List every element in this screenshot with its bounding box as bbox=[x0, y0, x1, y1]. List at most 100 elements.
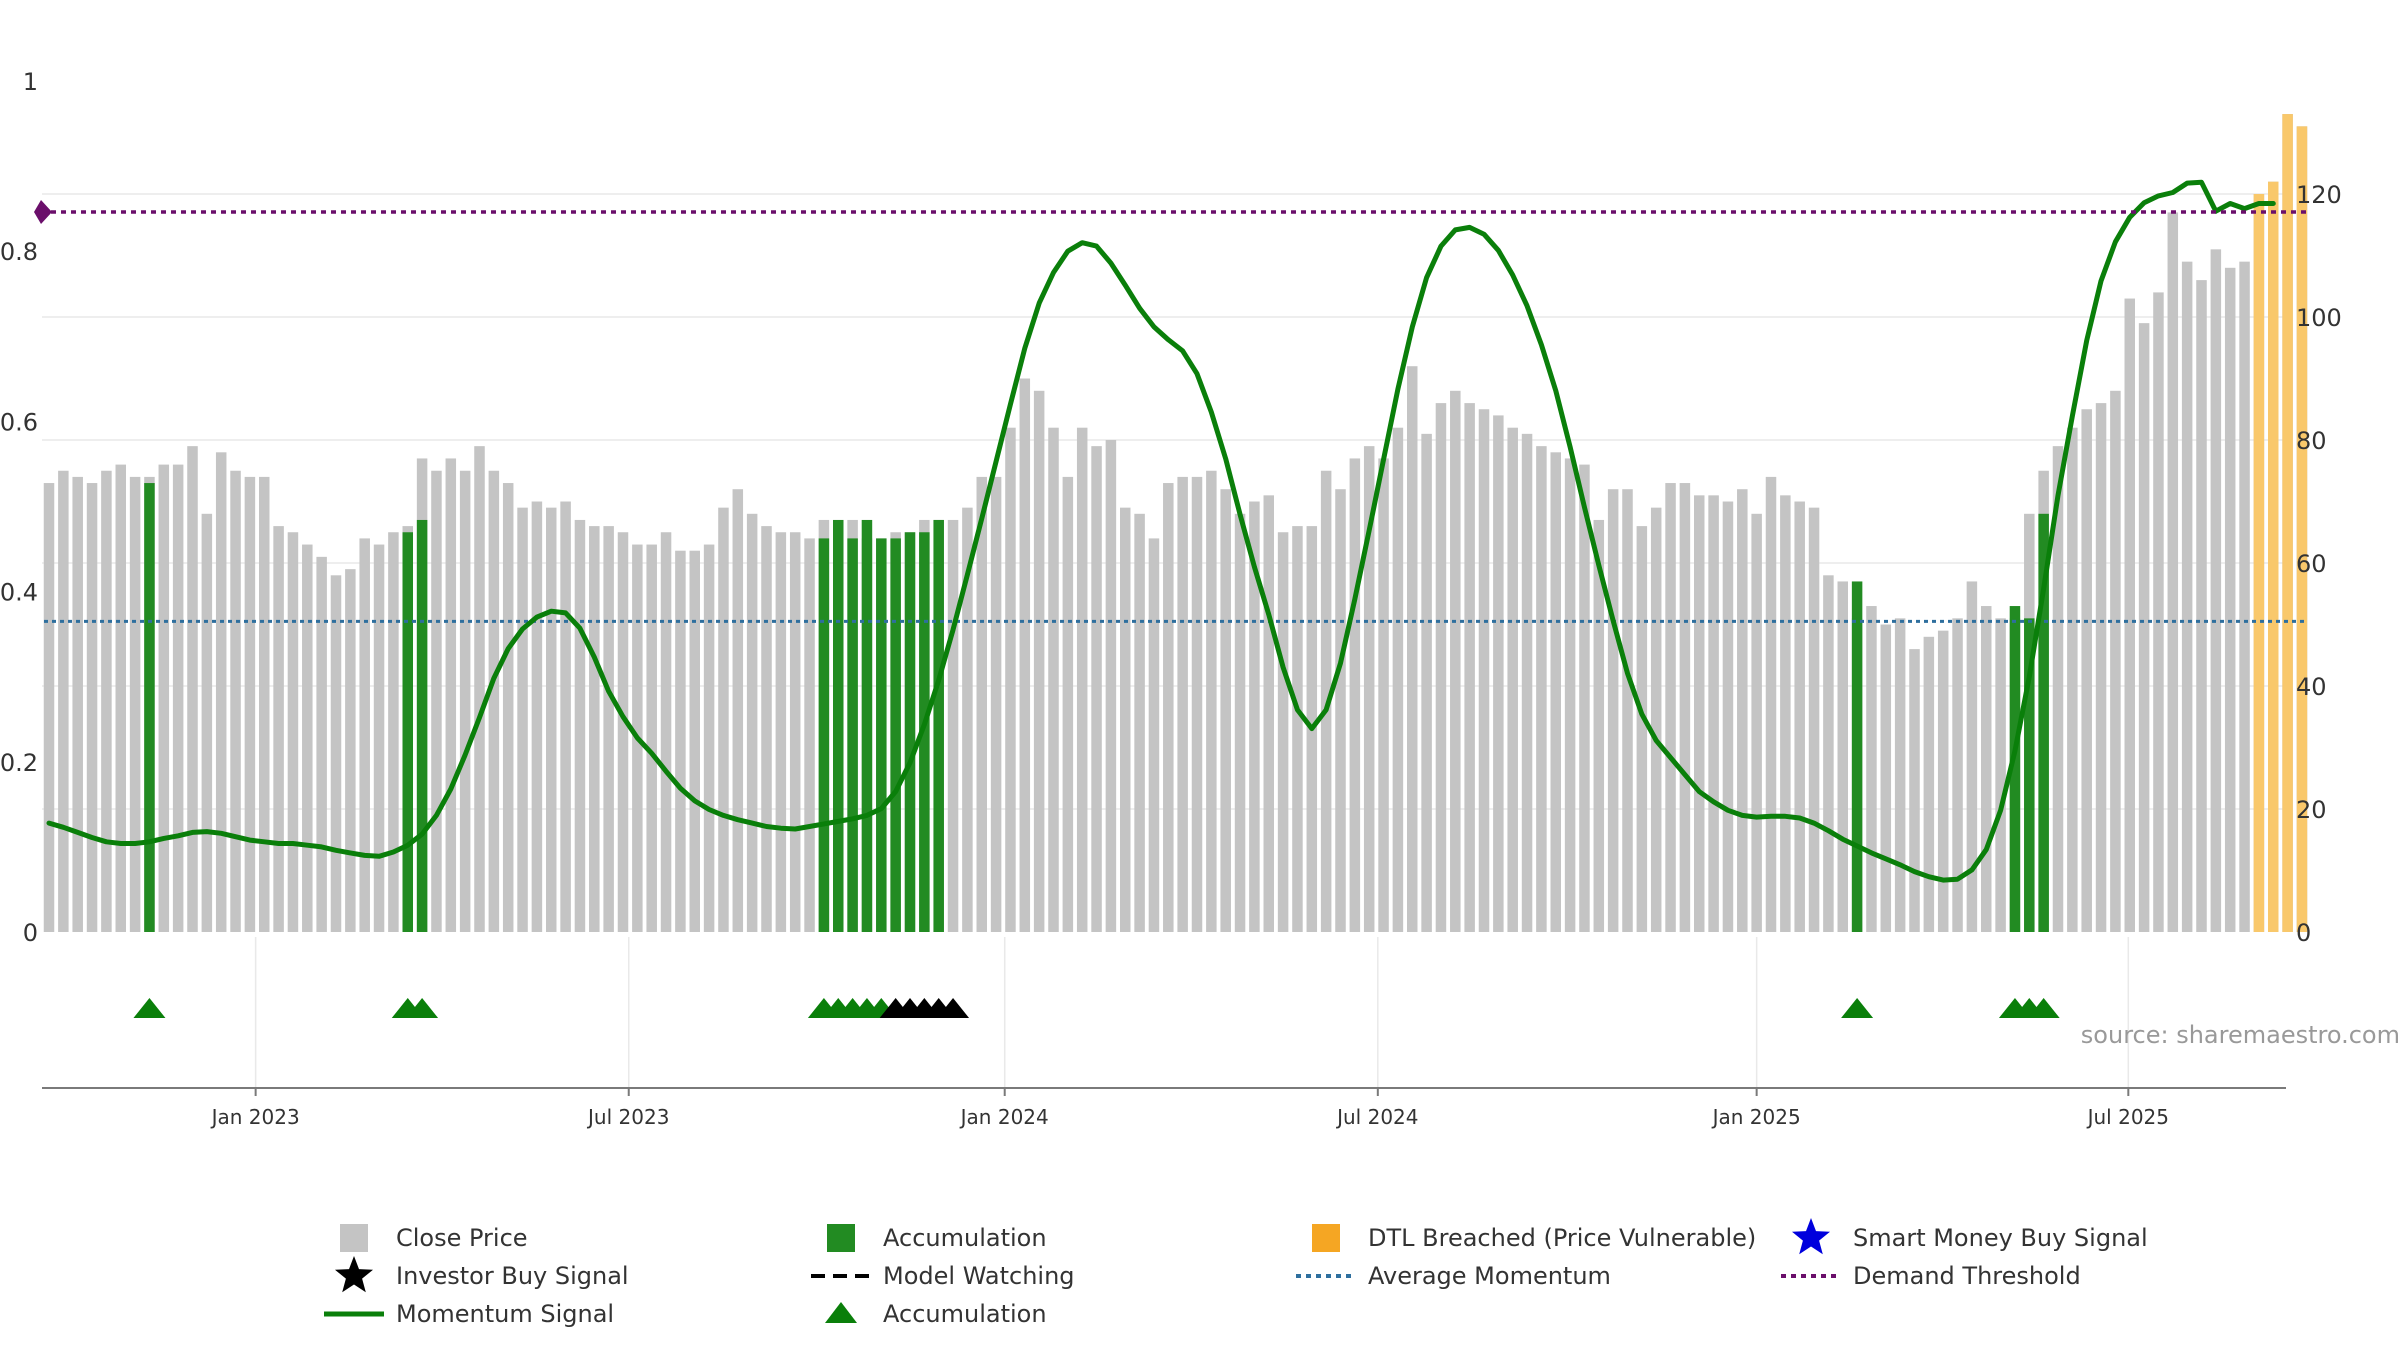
close-price-bar bbox=[1837, 581, 1848, 932]
close-price-bar bbox=[230, 470, 241, 932]
close-price-bar bbox=[1780, 495, 1791, 932]
close-price-bar bbox=[1148, 538, 1160, 932]
close-price-bar bbox=[1981, 606, 1992, 932]
close-price-bar bbox=[1450, 390, 1461, 932]
legend-dtl-swatch bbox=[1312, 1224, 1340, 1252]
close-price-bar bbox=[2196, 280, 2207, 933]
close-price-bar bbox=[1478, 409, 1490, 932]
close-price-bar bbox=[2153, 292, 2164, 932]
dtl-breached-bar bbox=[2296, 126, 2308, 933]
legend-accumulation-triangle-icon bbox=[825, 1302, 857, 1323]
close-price-bar bbox=[746, 513, 758, 932]
left-axis-tick-label: 0.2 bbox=[0, 749, 38, 777]
close-price-bar bbox=[2067, 427, 2078, 932]
axes-layer: 0 0.2 0.4 0.6 0.8 1 0 20 40 60 80 100 120 Jan 2023 Jul… bbox=[0, 68, 2342, 1129]
accumulation-marker bbox=[406, 998, 439, 1018]
x-axis-tick-label: Jul 2025 bbox=[2086, 1105, 2169, 1129]
close-price-bar bbox=[603, 526, 614, 932]
close-price-bar bbox=[1966, 581, 1978, 932]
close-price-bar bbox=[1737, 489, 1748, 932]
close-price-bar bbox=[990, 476, 1002, 932]
close-price-bar bbox=[804, 538, 815, 932]
close-price-bar bbox=[1894, 618, 1906, 932]
close-price-bar bbox=[560, 501, 571, 932]
close-price-bar bbox=[58, 470, 69, 932]
close-price-bar bbox=[1464, 403, 1475, 933]
close-price-bar bbox=[43, 483, 55, 932]
close-price-bar bbox=[1033, 390, 1045, 932]
legend-accumulation-swatch bbox=[827, 1224, 855, 1252]
right-axis-tick-label: 20 bbox=[2296, 796, 2327, 824]
close-price-bar bbox=[2224, 267, 2236, 932]
accumulation-bar bbox=[847, 538, 858, 932]
close-price-bar bbox=[732, 489, 744, 932]
close-price-bar bbox=[1076, 427, 1088, 932]
left-axis-tick-label: 1 bbox=[23, 68, 38, 96]
close-price-bar bbox=[1349, 458, 1361, 932]
close-price-bar bbox=[101, 470, 112, 932]
close-price-bar bbox=[703, 544, 715, 932]
close-price-bar bbox=[2167, 212, 2179, 932]
close-price-bar bbox=[1751, 513, 1762, 932]
dtl-breached-bar bbox=[2282, 114, 2293, 933]
close-price-bar bbox=[1120, 507, 1131, 932]
close-price-bar bbox=[2138, 323, 2150, 932]
close-price-bar bbox=[187, 446, 198, 932]
close-price-bar bbox=[115, 464, 126, 932]
close-price-bar bbox=[1421, 433, 1432, 932]
close-price-bar bbox=[689, 550, 700, 932]
close-price-bar bbox=[1622, 489, 1633, 932]
close-price-bar bbox=[1579, 464, 1590, 932]
accumulation-bar bbox=[2009, 606, 2021, 932]
close-price-bar bbox=[1808, 507, 1820, 932]
dtl-breached-bar bbox=[2253, 194, 2265, 932]
close-price-bar bbox=[302, 544, 313, 932]
close-price-bar bbox=[517, 507, 528, 932]
left-axis-tick-label: 0 bbox=[23, 919, 38, 947]
close-price-bar bbox=[345, 569, 356, 932]
close-price-bar bbox=[2095, 403, 2107, 933]
close-price-bar bbox=[1909, 649, 1920, 932]
close-price-bar bbox=[1206, 470, 1217, 932]
close-price-bar bbox=[1636, 526, 1648, 932]
x-axis-tick-label: Jan 2025 bbox=[1711, 1105, 1801, 1129]
close-price-bar bbox=[546, 507, 557, 932]
close-price-bar bbox=[1062, 476, 1074, 932]
close-price-bar bbox=[1005, 427, 1016, 932]
legend-label-accumulation-bar: Accumulation bbox=[883, 1224, 1047, 1252]
close-price-bar bbox=[86, 483, 98, 932]
close-price-bar bbox=[330, 575, 342, 932]
x-axis-tick-label: Jul 2023 bbox=[586, 1105, 669, 1129]
close-price-bar bbox=[1335, 489, 1346, 932]
left-axis-tick-label: 0.4 bbox=[0, 579, 38, 607]
accumulation-bar bbox=[919, 532, 930, 932]
right-axis-tick-label: 100 bbox=[2296, 304, 2342, 332]
close-price-bar bbox=[1536, 446, 1547, 932]
accumulation-bar bbox=[876, 538, 887, 932]
legend-label-momentum-signal: Momentum Signal bbox=[396, 1300, 614, 1328]
close-price-bar bbox=[1823, 575, 1834, 932]
accumulation-bar bbox=[1851, 581, 1863, 932]
legend: Close Price Accumulation DTL Breached (Pri… bbox=[324, 1218, 2148, 1328]
close-price-bar bbox=[1220, 489, 1231, 932]
close-price-bar bbox=[2239, 261, 2250, 932]
close-price-bar bbox=[1177, 476, 1188, 932]
right-axis-tick-label: 40 bbox=[2296, 673, 2327, 701]
close-price-bar bbox=[459, 470, 471, 932]
legend-close-price-swatch bbox=[340, 1224, 368, 1252]
legend-label-model-watching: Model Watching bbox=[883, 1262, 1075, 1290]
close-price-bar bbox=[675, 550, 686, 932]
close-price-bar bbox=[1019, 378, 1031, 932]
bars-layer bbox=[43, 114, 2308, 933]
close-price-bar bbox=[1866, 606, 1877, 932]
legend-label-close-price: Close Price bbox=[396, 1224, 528, 1252]
close-price-bar bbox=[660, 532, 672, 932]
accumulation-bar bbox=[2024, 618, 2035, 932]
close-price-bar bbox=[1937, 630, 1949, 932]
close-price-bar bbox=[1191, 476, 1203, 932]
legend-label-dtl-breached: DTL Breached (Price Vulnerable) bbox=[1368, 1224, 1756, 1252]
dtl-breached-bar bbox=[2268, 181, 2279, 932]
close-price-bar bbox=[1292, 526, 1303, 932]
demand-threshold-marker bbox=[34, 200, 52, 225]
